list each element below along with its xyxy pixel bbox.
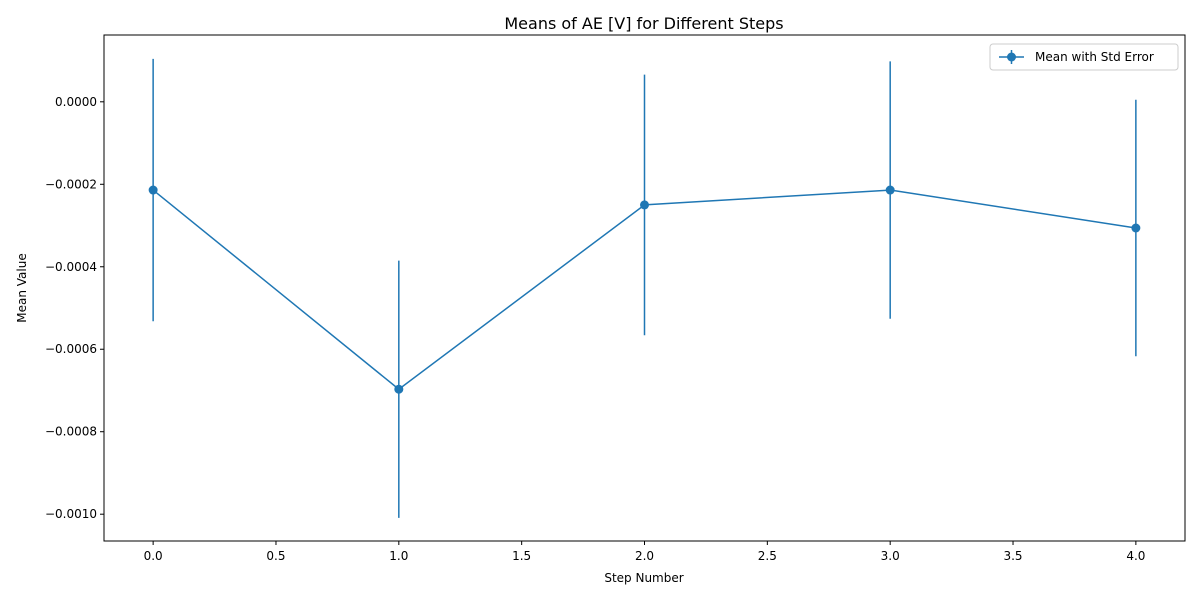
legend-entry-label: Mean with Std Error xyxy=(1035,50,1154,64)
plot-area xyxy=(148,58,1141,518)
y-tick-label: −0.0002 xyxy=(45,177,97,191)
x-tick-label: 1.5 xyxy=(512,549,531,563)
data-point xyxy=(640,200,649,210)
y-tick-label: −0.0010 xyxy=(45,507,97,521)
data-point xyxy=(394,384,404,394)
x-tick-label: 3.5 xyxy=(1003,549,1022,563)
y-axis-ticks: 0.0000 −0.0002 −0.0004 −0.0006 −0.0008 −0.001… xyxy=(45,95,104,521)
x-tick-label: 3.0 xyxy=(881,549,900,563)
legend-box xyxy=(989,43,1179,71)
x-axis-label: Step Number xyxy=(604,571,683,585)
x-axis-ticks: 0.0 0.5 1.0 1.5 2.0 2.5 3.0 3.5 4.0 xyxy=(144,541,1145,563)
x-tick-label: 4.0 xyxy=(1126,549,1145,563)
x-tick-label: 2.0 xyxy=(635,549,654,563)
x-tick-label: 1.0 xyxy=(389,549,408,563)
y-tick-label: −0.0008 xyxy=(45,425,97,439)
y-tick-label: −0.0006 xyxy=(45,342,97,356)
y-tick-label: −0.0004 xyxy=(45,260,97,274)
legend: Mean with Std Error xyxy=(989,43,1179,71)
y-tick-label: 0.0000 xyxy=(55,95,97,109)
x-tick-label: 2.5 xyxy=(758,549,777,563)
x-tick-label: 0.0 xyxy=(144,549,163,563)
data-point xyxy=(1131,223,1141,233)
data-point xyxy=(148,185,158,195)
x-tick-label: 0.5 xyxy=(266,549,285,563)
data-point xyxy=(885,185,895,195)
chart-title: Means of AE [V] for Different Steps xyxy=(504,14,783,33)
legend-point-marker xyxy=(1007,52,1016,62)
y-axis-label: Mean Value xyxy=(15,253,29,322)
